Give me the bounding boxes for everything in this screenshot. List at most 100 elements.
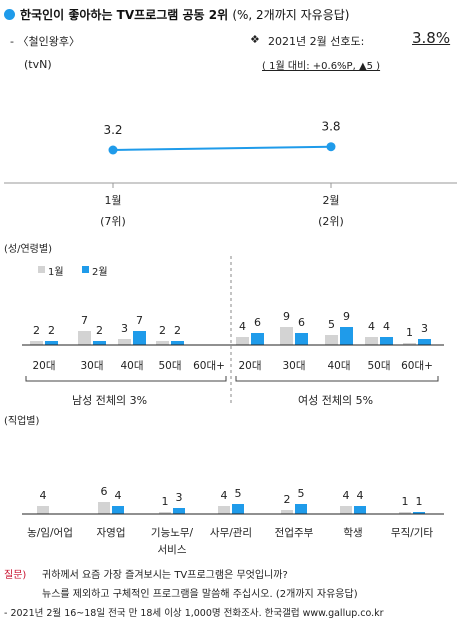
demo-data-label: 3 (421, 322, 428, 335)
demo-data-label: 9 (343, 310, 350, 323)
chart-title-main: 한국인이 좋아하는 TV프로그램 공동 2위 (20, 8, 229, 22)
demo-tick-label: 20대 (238, 360, 261, 372)
occ-bar-prev (340, 506, 352, 514)
occ-bar-curr (232, 504, 244, 514)
occ-bar-prev (37, 506, 49, 514)
demo-tick-label: 30대 (282, 360, 305, 372)
trend-rank-label: (2위) (318, 215, 344, 228)
occ-bar-curr (295, 504, 307, 514)
demo-bar-prev (365, 337, 378, 345)
demo-data-label: 2 (96, 324, 103, 337)
legend-swatch-prev (38, 266, 45, 273)
occ-data-label: 4 (221, 489, 228, 502)
demo-bar-curr (171, 341, 184, 345)
demo-bar-prev (236, 337, 249, 345)
female-summary: 여성 전체의 5% (298, 394, 374, 407)
occ-tick-label: 사무/관리 (210, 527, 252, 539)
demo-bar-prev (78, 331, 91, 345)
occ-section-title: (직업별) (4, 416, 40, 427)
female-group-bracket (235, 376, 439, 382)
demo-data-label: 4 (239, 320, 246, 333)
question-text-2: 뉴스를 제외하고 구체적인 프로그램을 말씀해 주십시오. (2개까지 자유응답… (42, 589, 358, 600)
occ-bar-curr (173, 508, 185, 514)
occ-tick-label: 자영업 (97, 526, 126, 539)
male-group-bracket (25, 376, 227, 382)
occ-data-label: 1 (402, 495, 409, 508)
trend-line (112, 145, 332, 151)
occ-data-label: 2 (284, 493, 291, 506)
trend-value-label: 3.8 (321, 120, 340, 134)
occ-bar-prev (399, 512, 411, 514)
demo-bar-prev (325, 335, 338, 345)
trend-point (326, 142, 336, 152)
demo-bar-prev (403, 343, 416, 345)
program-name: - 〈철인왕후〉 (10, 35, 80, 48)
occ-data-label: 5 (298, 487, 305, 500)
demo-bar-curr (251, 333, 264, 345)
demo-data-label: 4 (368, 320, 375, 333)
occ-data-label: 1 (416, 495, 423, 508)
question-label: 질문) (4, 570, 27, 581)
demo-data-label: 2 (159, 324, 166, 337)
demo-section-title: (성/연령별) (4, 244, 52, 255)
demo-tick-label: 60대+ (401, 360, 433, 372)
demo-bar-curr (340, 327, 353, 345)
occ-data-label: 5 (235, 487, 242, 500)
chart-title-note: (%, 2개까지 자유응답) (232, 8, 350, 22)
demo-bar-curr (45, 341, 58, 345)
demo-bar-curr (133, 331, 146, 345)
preference-label: 2021년 2월 선호도: (268, 35, 365, 48)
occ-data-label: 4 (40, 489, 47, 502)
occ-bar-prev (159, 512, 171, 514)
occ-data-label: 4 (343, 489, 350, 502)
occ-tick-label: 무직/기타 (391, 527, 434, 539)
change-note: ( 1월 대비: +0.6%P, ▲5 ) (262, 61, 381, 72)
occ-bar-curr (413, 512, 425, 514)
demo-data-label: 1 (406, 326, 413, 339)
occ-data-label: 3 (176, 491, 183, 504)
occ-bar-curr (354, 506, 366, 514)
title-bullet-icon (4, 9, 15, 20)
demo-bar-prev (30, 341, 43, 345)
trend-rank-label: (7위) (100, 215, 126, 228)
demo-data-label: 2 (33, 324, 40, 337)
occ-bar-prev (98, 502, 110, 514)
demo-data-label: 2 (174, 324, 181, 337)
occ-tick-label: 전업주부 (275, 526, 314, 539)
occ-tick-label: 서비스 (158, 544, 187, 556)
chart-title: 한국인이 좋아하는 TV프로그램 공동 2위 (%, 2개까지 자유응답) (20, 6, 349, 23)
occ-bar-curr (112, 506, 124, 514)
demo-tick-label: 40대 (120, 360, 143, 372)
demo-data-label: 6 (298, 316, 305, 329)
source-note: - 2021년 2월 16~18일 전국 만 18세 이상 1,000명 전화조… (4, 608, 384, 619)
trend-value-label: 3.2 (103, 123, 122, 137)
demo-bar-prev (156, 341, 169, 345)
occ-data-label: 6 (101, 485, 108, 498)
demo-data-label: 9 (283, 310, 290, 323)
demo-data-label: 7 (81, 314, 88, 327)
demo-tick-label: 60대+ (193, 360, 225, 372)
demo-tick-label: 30대 (80, 360, 103, 372)
demo-data-label: 3 (121, 322, 128, 335)
trend-period-label: 1월 (104, 194, 121, 207)
diamond-icon: ❖ (250, 33, 260, 46)
occ-data-label: 4 (357, 489, 364, 502)
occ-data-label: 4 (115, 489, 122, 502)
demo-bar-curr (418, 339, 431, 345)
demo-tick-label: 40대 (327, 360, 350, 372)
demo-bar-prev (280, 327, 293, 345)
occ-data-label: 1 (162, 495, 169, 508)
trend-point (108, 145, 118, 155)
question-text-1: 귀하께서 요즘 가장 즐겨보시는 TV프로그램은 무엇입니까? (42, 570, 288, 581)
demo-tick-label: 20대 (32, 360, 55, 372)
legend-label-curr: 2월 (92, 267, 108, 278)
occ-bar-prev (281, 510, 293, 514)
demo-data-label: 5 (328, 318, 335, 331)
male-summary: 남성 전체의 3% (72, 394, 148, 407)
channel-name: (tvN) (24, 58, 52, 71)
occ-tick-label: 농/임/어업 (27, 526, 73, 539)
demo-bar-curr (295, 333, 308, 345)
demo-bar-prev (118, 339, 131, 345)
